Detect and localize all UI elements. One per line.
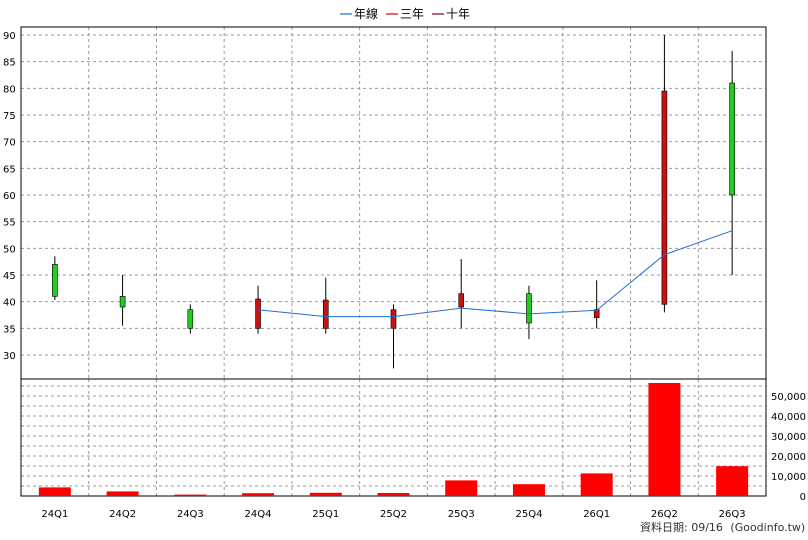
candle-body	[661, 90, 668, 305]
volume-bar-24Q3	[174, 494, 207, 496]
volume-y-tick-label: 50,000	[771, 392, 806, 403]
candle-25Q1	[322, 277, 329, 334]
price-grid	[21, 27, 766, 379]
candle-body	[458, 293, 465, 308]
legend-label-annual: 年線	[354, 6, 378, 21]
price-y-tick-label: 45	[3, 271, 16, 282]
candle-body	[322, 299, 329, 329]
price-y-tick-label: 75	[3, 111, 16, 122]
candle-body	[390, 309, 397, 329]
x-tick-label: 25Q3	[448, 509, 475, 520]
x-tick-label: 25Q4	[515, 509, 542, 520]
candle-body	[187, 309, 194, 329]
candles	[52, 35, 735, 369]
x-tick-label: 24Q1	[41, 509, 68, 520]
price-y-tick-label: 65	[3, 164, 16, 175]
volume-bar-26Q1	[580, 473, 613, 496]
legend: 年線 三年 十年	[340, 6, 470, 21]
price-y-tick-label: 70	[3, 138, 16, 149]
price-y-tick-label: 30	[3, 351, 16, 362]
legend-item-ten-year: 十年	[432, 7, 470, 21]
candle-26Q1	[593, 280, 600, 329]
volume-bar-24Q2	[106, 491, 139, 496]
volume-bar-25Q3	[445, 480, 478, 496]
x-tick-label: 26Q1	[583, 509, 610, 520]
legend-item-annual: 年線	[340, 6, 378, 21]
candle-25Q3	[458, 259, 465, 329]
price-panel: 30 35 40 45 50 55 60 65 70 75 80 85 90	[3, 26, 767, 380]
price-y-tick-label: 55	[3, 218, 16, 229]
price-y-tick-label: 50	[3, 244, 16, 255]
price-y-tick-label: 80	[3, 84, 16, 95]
candle-body	[52, 264, 58, 297]
candle-24Q1	[52, 256, 58, 301]
x-tick-label: 25Q1	[312, 509, 339, 520]
x-tick-label: 26Q2	[651, 509, 678, 520]
candle-24Q3	[187, 304, 194, 334]
volume-y-tick-label: 10,000	[771, 472, 806, 483]
volume-y-tick-label: 0	[800, 492, 806, 503]
volume-bar-24Q4	[242, 493, 275, 496]
x-tick-label: 26Q3	[719, 509, 746, 520]
candle-body	[593, 309, 600, 318]
candle-24Q2	[119, 275, 126, 326]
price-y-tick-label: 40	[3, 298, 16, 309]
candle-25Q4	[526, 285, 532, 339]
candle-body	[526, 293, 532, 324]
x-tick-label: 25Q2	[380, 509, 407, 520]
volume-y-tick-label: 20,000	[771, 452, 806, 463]
x-tick-label: 24Q2	[109, 509, 136, 520]
annual-line	[257, 230, 733, 318]
data-source: (Goodinfo.tw)	[730, 521, 805, 534]
legend-label-three-year: 三年	[400, 7, 424, 21]
x-axis: 24Q1 24Q2 24Q3 24Q4 25Q1 25Q2 25Q3 25Q4 26Q1 26Q2…	[41, 509, 745, 520]
volume-bars	[38, 383, 749, 496]
candle-body	[255, 298, 261, 329]
data-date: 資料日期: 09/16	[640, 520, 723, 534]
candle-body	[119, 296, 126, 308]
candle-26Q2	[661, 35, 668, 313]
volume-bar-26Q2	[648, 383, 681, 496]
x-tick-label: 24Q4	[245, 509, 272, 520]
legend-label-ten-year: 十年	[446, 7, 470, 21]
candle-body	[729, 82, 735, 196]
candle-26Q3	[729, 51, 735, 275]
x-tick-label: 24Q3	[177, 509, 204, 520]
volume-bar-25Q4	[512, 484, 545, 496]
price-y-tick-label: 60	[3, 191, 16, 202]
volume-bar-25Q2	[377, 493, 410, 496]
volume-bar-25Q1	[309, 492, 342, 496]
data-date-label: 資料日期: 09/16 (Goodinfo.tw)	[640, 520, 805, 534]
price-y-tick-label: 85	[3, 58, 16, 69]
volume-y-tick-label: 30,000	[771, 432, 806, 443]
volume-bar-24Q1	[38, 487, 71, 496]
volume-panel: 0 10,000 20,000 30,000 40,000 50,000	[20, 378, 806, 503]
legend-item-three-year: 三年	[386, 7, 424, 21]
price-y-axis: 30 35 40 45 50 55 60 65 70 75 80 85 90	[3, 31, 16, 362]
volume-grid	[21, 379, 766, 496]
price-y-tick-label: 90	[3, 31, 16, 42]
price-y-tick-label: 35	[3, 324, 16, 335]
volume-y-tick-label: 40,000	[771, 412, 806, 423]
candle-25Q2	[390, 304, 397, 369]
volume-y-axis: 0 10,000 20,000 30,000 40,000 50,000	[771, 392, 806, 503]
volume-bar-26Q3	[716, 466, 749, 496]
